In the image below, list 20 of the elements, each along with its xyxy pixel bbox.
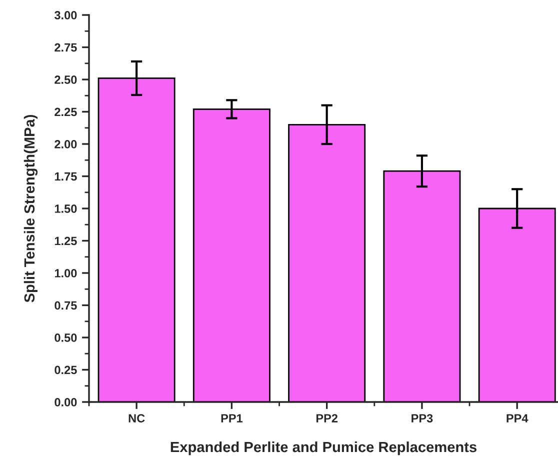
y-axis-title: Split Tensile Strength(MPa) [24,114,38,302]
y-tick-label: 2.50 [54,76,77,84]
y-tick-label: 1.50 [54,204,77,213]
x-tick-label: PP3 [412,414,433,422]
y-tick-label: 0.50 [54,334,77,342]
x-axis-title: Expanded Perlite and Pumice Replacements [170,441,476,456]
y-tick-label: 0.25 [54,366,77,374]
x-tick-label: PP4 [506,414,528,422]
y-tick-label: 3.00 [54,11,77,20]
y-tick-label: 0.00 [54,398,77,406]
x-tick-label: PP2 [316,414,338,422]
x-tick-label: PP1 [221,414,243,422]
y-tick-label: 1.00 [54,269,77,278]
y-tick-label: 1.25 [54,236,77,246]
x-tick-label: NC [128,414,145,422]
y-tick-label: 2.75 [54,43,77,52]
y-tick-label: 2.00 [54,140,77,148]
y-tick-label: 1.75 [54,172,77,181]
y-tick-label: 2.25 [54,108,77,116]
y-tick-label: 0.75 [54,301,77,310]
